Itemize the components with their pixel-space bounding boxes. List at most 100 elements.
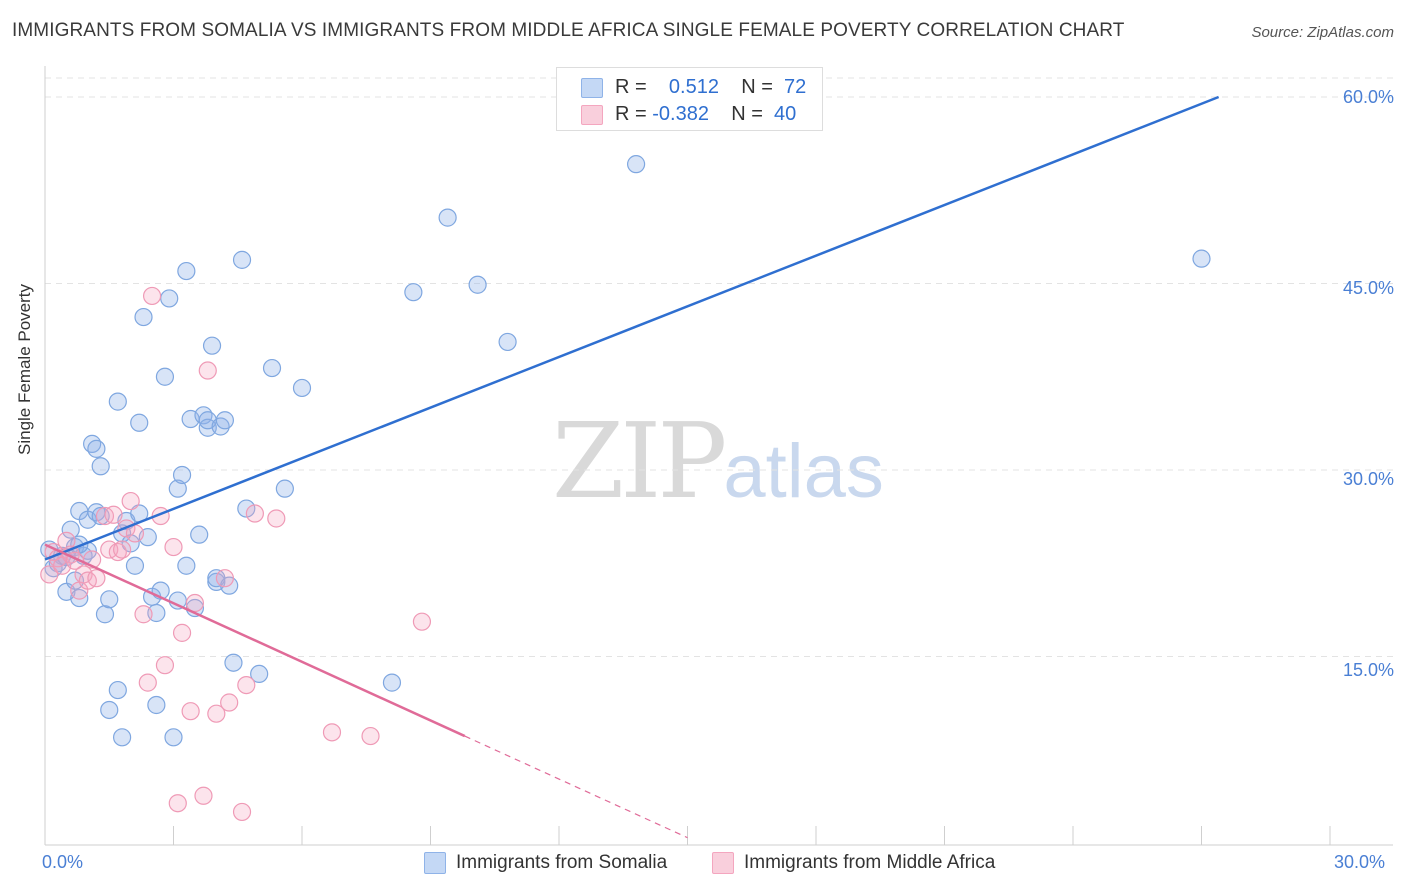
somalia-legend-label: Immigrants from Somalia bbox=[456, 852, 668, 874]
middle-africa-point bbox=[134, 605, 153, 624]
somalia-n-value: 72 bbox=[784, 76, 807, 98]
somalia-point bbox=[134, 307, 153, 327]
watermark-zip: ZIP bbox=[552, 400, 727, 522]
middle-africa-point bbox=[267, 509, 286, 528]
watermark: ZIPatlas bbox=[552, 400, 884, 522]
somalia-point bbox=[100, 700, 119, 720]
somalia-point bbox=[130, 413, 149, 432]
somalia-point bbox=[438, 208, 457, 227]
middle-africa-point bbox=[322, 723, 342, 742]
middle-africa-point bbox=[155, 656, 175, 675]
somalia-r-value: 0.512 bbox=[668, 76, 719, 98]
y-tick-label: 30.0% bbox=[1342, 469, 1394, 489]
middle-africa-point bbox=[245, 504, 264, 523]
somalia-point bbox=[177, 556, 196, 575]
middle-africa-point bbox=[40, 565, 59, 584]
legend-row-somalia: R = 0.512 N = 72 bbox=[581, 76, 806, 98]
somalia-point bbox=[292, 378, 312, 398]
middle-africa-point bbox=[207, 704, 226, 723]
r-label: R = bbox=[615, 103, 647, 125]
middle-africa-point bbox=[220, 693, 239, 712]
x-tick-label-min: 0.0% bbox=[42, 852, 84, 872]
somalia-point bbox=[1192, 249, 1211, 268]
somalia-trend-line bbox=[44, 95, 1220, 561]
bottom-legend-middle-africa: Immigrants from Middle Africa bbox=[712, 852, 995, 874]
middle-africa-r-value: -0.382 bbox=[652, 103, 709, 125]
middle-africa-point bbox=[194, 786, 213, 805]
somalia-point bbox=[147, 603, 166, 623]
somalia-point bbox=[177, 261, 196, 281]
middle-africa-point bbox=[164, 537, 183, 557]
x-tick-label-max: 30.0% bbox=[1334, 852, 1386, 872]
middle-africa-point bbox=[172, 623, 192, 642]
somalia-point bbox=[215, 411, 234, 430]
middle-africa-trend-extension bbox=[464, 735, 688, 839]
somalia-point bbox=[626, 155, 646, 174]
middle-africa-point bbox=[121, 491, 140, 511]
n-label: N = bbox=[731, 103, 763, 125]
chart-title: IMMIGRANTS FROM SOMALIA VS IMMIGRANTS FR… bbox=[12, 20, 1125, 41]
somalia-point bbox=[61, 520, 80, 539]
somalia-point bbox=[108, 680, 127, 700]
middle-africa-point bbox=[87, 569, 106, 588]
middle-africa-point bbox=[104, 505, 123, 524]
middle-africa-n-value: 40 bbox=[774, 103, 797, 125]
correlation-legend: R = 0.512 N = 72 R = -0.382 N = 40 bbox=[556, 67, 823, 131]
somalia-point bbox=[160, 289, 179, 308]
somalia-point bbox=[112, 728, 132, 747]
somalia-point bbox=[164, 728, 183, 747]
watermark-atlas: atlas bbox=[723, 429, 884, 514]
y-tick-label: 60.0% bbox=[1342, 87, 1394, 107]
middle-africa-point bbox=[232, 802, 252, 822]
middle-africa-point bbox=[168, 794, 187, 813]
somalia-point bbox=[95, 605, 115, 624]
middle-africa-legend-icon bbox=[712, 852, 734, 874]
middle-africa-legend-label: Immigrants from Middle Africa bbox=[744, 852, 996, 874]
somalia-point bbox=[125, 556, 145, 575]
somalia-point bbox=[168, 479, 187, 498]
n-label: N = bbox=[741, 76, 773, 98]
somalia-point bbox=[498, 332, 517, 352]
somalia-point bbox=[468, 275, 487, 294]
somalia-point bbox=[87, 439, 106, 458]
middle-africa-point bbox=[185, 593, 205, 613]
middle-africa-trend-line bbox=[44, 543, 466, 738]
somalia-point bbox=[202, 336, 222, 355]
somalia-point bbox=[70, 588, 89, 608]
somalia-point bbox=[198, 418, 217, 437]
somalia-point bbox=[172, 465, 192, 485]
middle-africa-point bbox=[198, 361, 217, 380]
middle-africa-point bbox=[142, 286, 162, 306]
y-tick-label: 45.0% bbox=[1342, 278, 1394, 298]
somalia-point bbox=[262, 358, 282, 378]
middle-africa-point bbox=[181, 702, 200, 721]
somalia-point bbox=[382, 673, 402, 692]
somalia-point bbox=[147, 695, 166, 715]
somalia-point bbox=[190, 525, 209, 544]
somalia-point bbox=[404, 283, 423, 302]
y-axis-label: Single Female Poverty bbox=[15, 283, 34, 455]
middle-africa-point bbox=[237, 675, 256, 695]
y-tick-label: 15.0% bbox=[1342, 660, 1394, 680]
somalia-point bbox=[155, 367, 175, 386]
middle-africa-point bbox=[57, 531, 76, 550]
somalia-point bbox=[224, 653, 243, 672]
somalia-point bbox=[250, 664, 269, 684]
middle-africa-point bbox=[215, 569, 234, 588]
somalia-point bbox=[91, 506, 110, 526]
somalia-legend-icon bbox=[424, 852, 446, 874]
somalia-point bbox=[100, 590, 119, 609]
middle-africa-point bbox=[138, 673, 157, 692]
somalia-point bbox=[91, 457, 110, 476]
somalia-point bbox=[108, 392, 127, 411]
middle-africa-point bbox=[412, 612, 432, 631]
middle-africa-swatch-icon bbox=[581, 104, 603, 125]
somalia-point bbox=[237, 499, 256, 518]
legend-row-middle-africa: R = -0.382 N = 40 bbox=[581, 103, 796, 125]
bottom-legend-somalia: Immigrants from Somalia bbox=[424, 852, 667, 874]
middle-africa-point bbox=[361, 726, 380, 746]
r-label: R = bbox=[615, 76, 647, 98]
middle-africa-point bbox=[112, 540, 132, 559]
source-label: Source: ZipAtlas.com bbox=[1251, 24, 1394, 41]
